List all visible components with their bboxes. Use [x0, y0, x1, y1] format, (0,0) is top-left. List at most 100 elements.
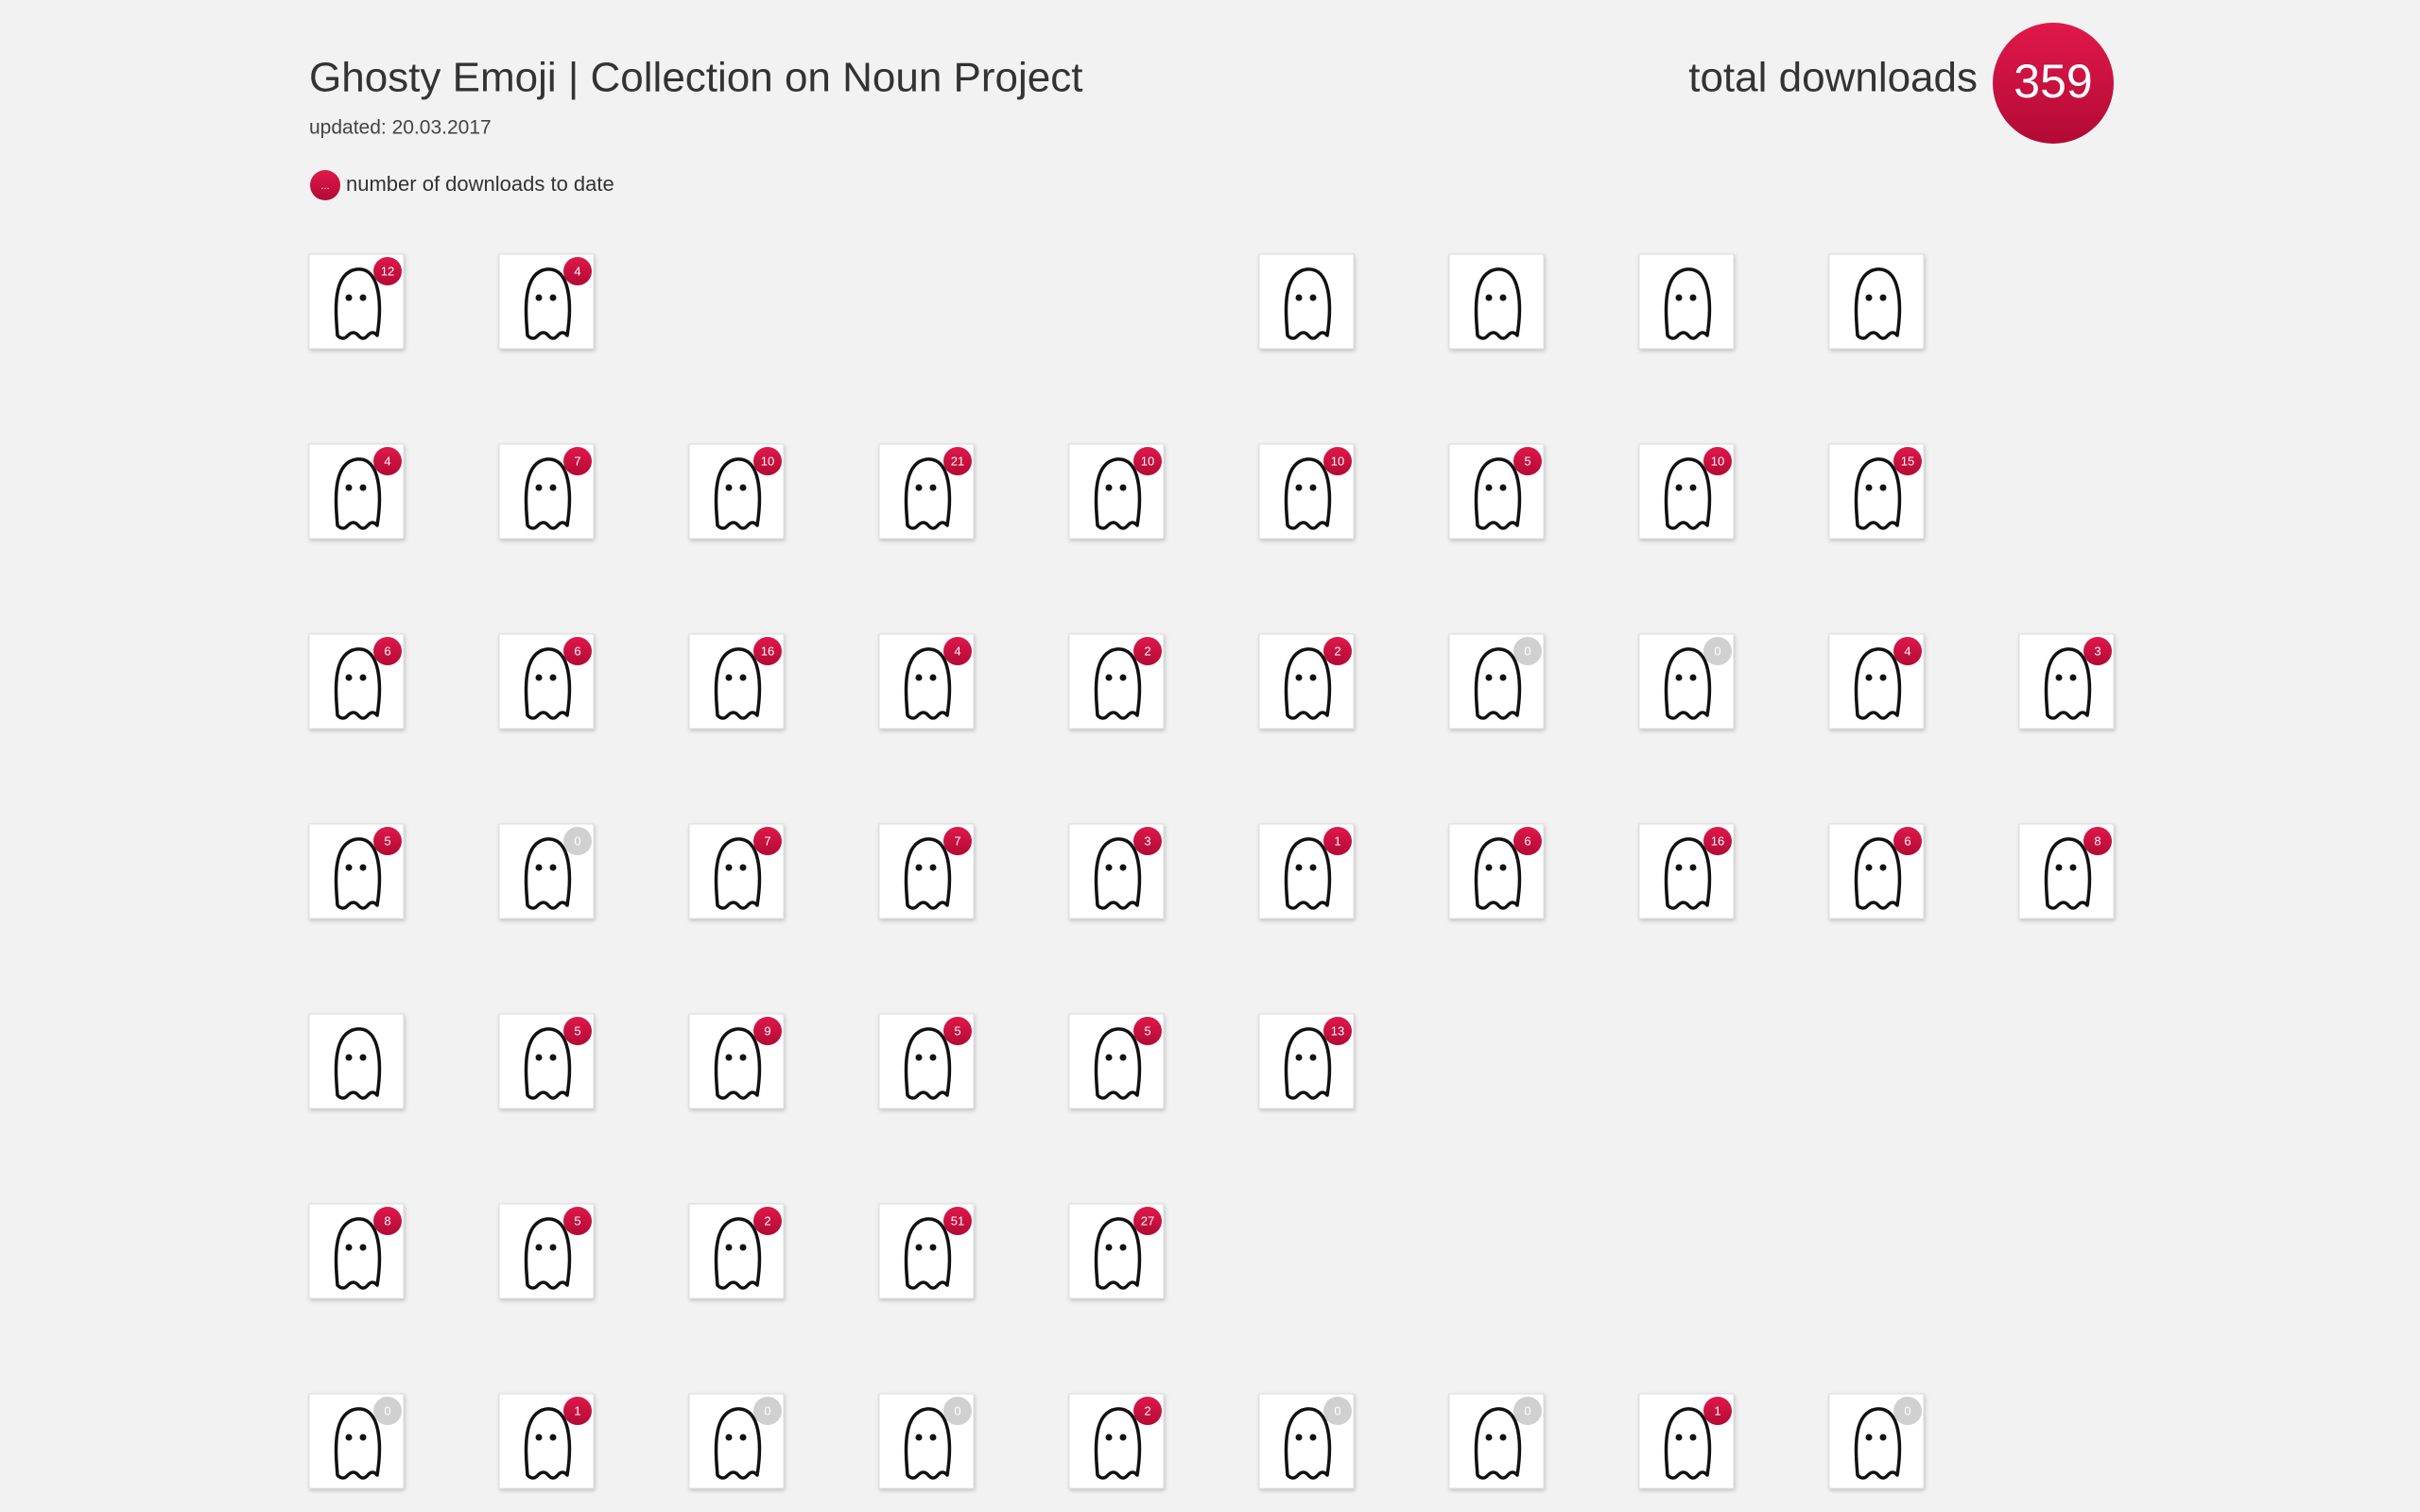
- icon-tile[interactable]: 1: [1258, 823, 1355, 919]
- icon-tile[interactable]: 5: [1068, 1013, 1165, 1109]
- icon-tile[interactable]: 5: [1448, 443, 1545, 540]
- icon-tile[interactable]: 6: [1448, 823, 1545, 919]
- ghost-eye: [725, 1244, 733, 1251]
- ghost-eye: [1485, 294, 1493, 301]
- icon-tile[interactable]: 10: [1638, 443, 1735, 540]
- icon-tile[interactable]: 4: [1828, 633, 1925, 730]
- download-badge: [1133, 1207, 1162, 1235]
- ghost-eye: [1119, 484, 1127, 491]
- icon-tile[interactable]: [308, 1013, 405, 1109]
- download-badge: [753, 1017, 782, 1045]
- icon-tile[interactable]: 13: [1258, 1013, 1355, 1109]
- ghost-eye: [1105, 484, 1113, 491]
- download-count: 2: [764, 1213, 770, 1228]
- icon-tile[interactable]: 9: [688, 1013, 785, 1109]
- icon-tile[interactable]: 27: [1068, 1203, 1165, 1299]
- icon-tile[interactable]: 0: [878, 1393, 975, 1489]
- ghost-eye: [535, 674, 543, 681]
- download-count: 4: [384, 454, 390, 468]
- icon-tile[interactable]: 0: [1448, 1393, 1545, 1489]
- icon-tile[interactable]: 10: [688, 443, 785, 540]
- ghost-eye: [549, 864, 557, 871]
- icon-tile[interactable]: 0: [1258, 1393, 1355, 1489]
- icon-tile[interactable]: 0: [308, 1393, 405, 1489]
- icon-tile[interactable]: 15: [1828, 443, 1925, 540]
- icon-tile[interactable]: [1638, 253, 1735, 350]
- icon-tile[interactable]: 2: [1068, 1393, 1165, 1489]
- icon-tile[interactable]: 5: [498, 1013, 595, 1109]
- icon-tile[interactable]: 1: [1638, 1393, 1735, 1489]
- icon-tile[interactable]: 6: [308, 633, 405, 730]
- icon-tile[interactable]: 10: [1068, 443, 1165, 540]
- download-count: 12: [381, 264, 394, 278]
- icon-tile[interactable]: 4: [498, 253, 595, 350]
- icon-tile[interactable]: 2: [1068, 633, 1165, 730]
- icon-tile[interactable]: 0: [1828, 1393, 1925, 1489]
- download-badge: [1513, 1397, 1542, 1425]
- icon-tile[interactable]: 16: [1638, 823, 1735, 919]
- ghost-icon: [524, 837, 572, 910]
- download-badge: [1703, 1397, 1732, 1425]
- icon-tile[interactable]: 51: [878, 1203, 975, 1299]
- download-badge: [563, 257, 592, 285]
- icon-tile[interactable]: 0: [498, 823, 595, 919]
- ghost-eye: [915, 1434, 923, 1441]
- ghost-icon: [1854, 457, 1902, 530]
- ghost-eye: [1865, 864, 1873, 871]
- icon-tile[interactable]: 0: [1638, 633, 1735, 730]
- icon-tile[interactable]: 3: [1068, 823, 1165, 919]
- icon-tile[interactable]: 7: [688, 823, 785, 919]
- ghost-icon: [1474, 647, 1522, 720]
- download-count: 0: [1904, 1403, 1910, 1418]
- ghost-icon: [714, 1407, 762, 1480]
- icon-tile[interactable]: 16: [688, 633, 785, 730]
- icon-tile[interactable]: [1258, 253, 1355, 350]
- ghost-eye: [2055, 864, 2063, 871]
- download-count: 0: [574, 833, 580, 848]
- ghost-icon: [2044, 837, 2092, 910]
- icon-tile[interactable]: 5: [498, 1203, 595, 1299]
- ghost-icon: [524, 1217, 572, 1290]
- icon-tile[interactable]: 7: [498, 443, 595, 540]
- download-badge: [2083, 637, 2112, 665]
- icon-tile[interactable]: [1828, 253, 1925, 350]
- icon-tile[interactable]: 6: [498, 633, 595, 730]
- icon-tile[interactable]: 12: [308, 253, 405, 350]
- icon-tile[interactable]: 2: [1258, 633, 1355, 730]
- icon-tile[interactable]: 5: [878, 1013, 975, 1109]
- ghost-eye: [1689, 1434, 1697, 1441]
- ghost-icon: [904, 457, 952, 530]
- ghost-eye: [929, 674, 937, 681]
- icon-tile[interactable]: 7: [878, 823, 975, 919]
- icon-tile[interactable]: 8: [2018, 823, 2115, 919]
- icon-tile[interactable]: 2: [688, 1203, 785, 1299]
- ghost-eye: [1485, 864, 1493, 871]
- download-badge: [1133, 447, 1162, 475]
- icon-tile[interactable]: 21: [878, 443, 975, 540]
- icon-tile[interactable]: [1448, 253, 1545, 350]
- download-count: 6: [1524, 833, 1530, 848]
- icon-tile[interactable]: 3: [2018, 633, 2115, 730]
- ghost-eye: [929, 1244, 937, 1251]
- ghost-eye: [359, 1244, 367, 1251]
- icon-tile[interactable]: 5: [308, 823, 405, 919]
- icon-tile[interactable]: 6: [1828, 823, 1925, 919]
- icon-tile[interactable]: 4: [308, 443, 405, 540]
- download-count: 1: [1714, 1403, 1720, 1418]
- download-count: 0: [1524, 1403, 1530, 1418]
- ghost-eye: [535, 1244, 543, 1251]
- icon-tile[interactable]: 0: [688, 1393, 785, 1489]
- download-count: 10: [1711, 454, 1724, 468]
- icon-tile[interactable]: 10: [1258, 443, 1355, 540]
- icon-tile[interactable]: 0: [1448, 633, 1545, 730]
- download-badge: [1323, 637, 1352, 665]
- ghost-icon: [904, 837, 952, 910]
- download-count: 16: [1711, 833, 1724, 848]
- ghost-eye: [1675, 864, 1683, 871]
- icon-tile[interactable]: 1: [498, 1393, 595, 1489]
- icon-tile[interactable]: 4: [878, 633, 975, 730]
- icon-tile[interactable]: 8: [308, 1203, 405, 1299]
- download-count: 5: [384, 833, 390, 848]
- ghost-eye: [535, 484, 543, 491]
- legend-symbol: ...: [320, 180, 329, 192]
